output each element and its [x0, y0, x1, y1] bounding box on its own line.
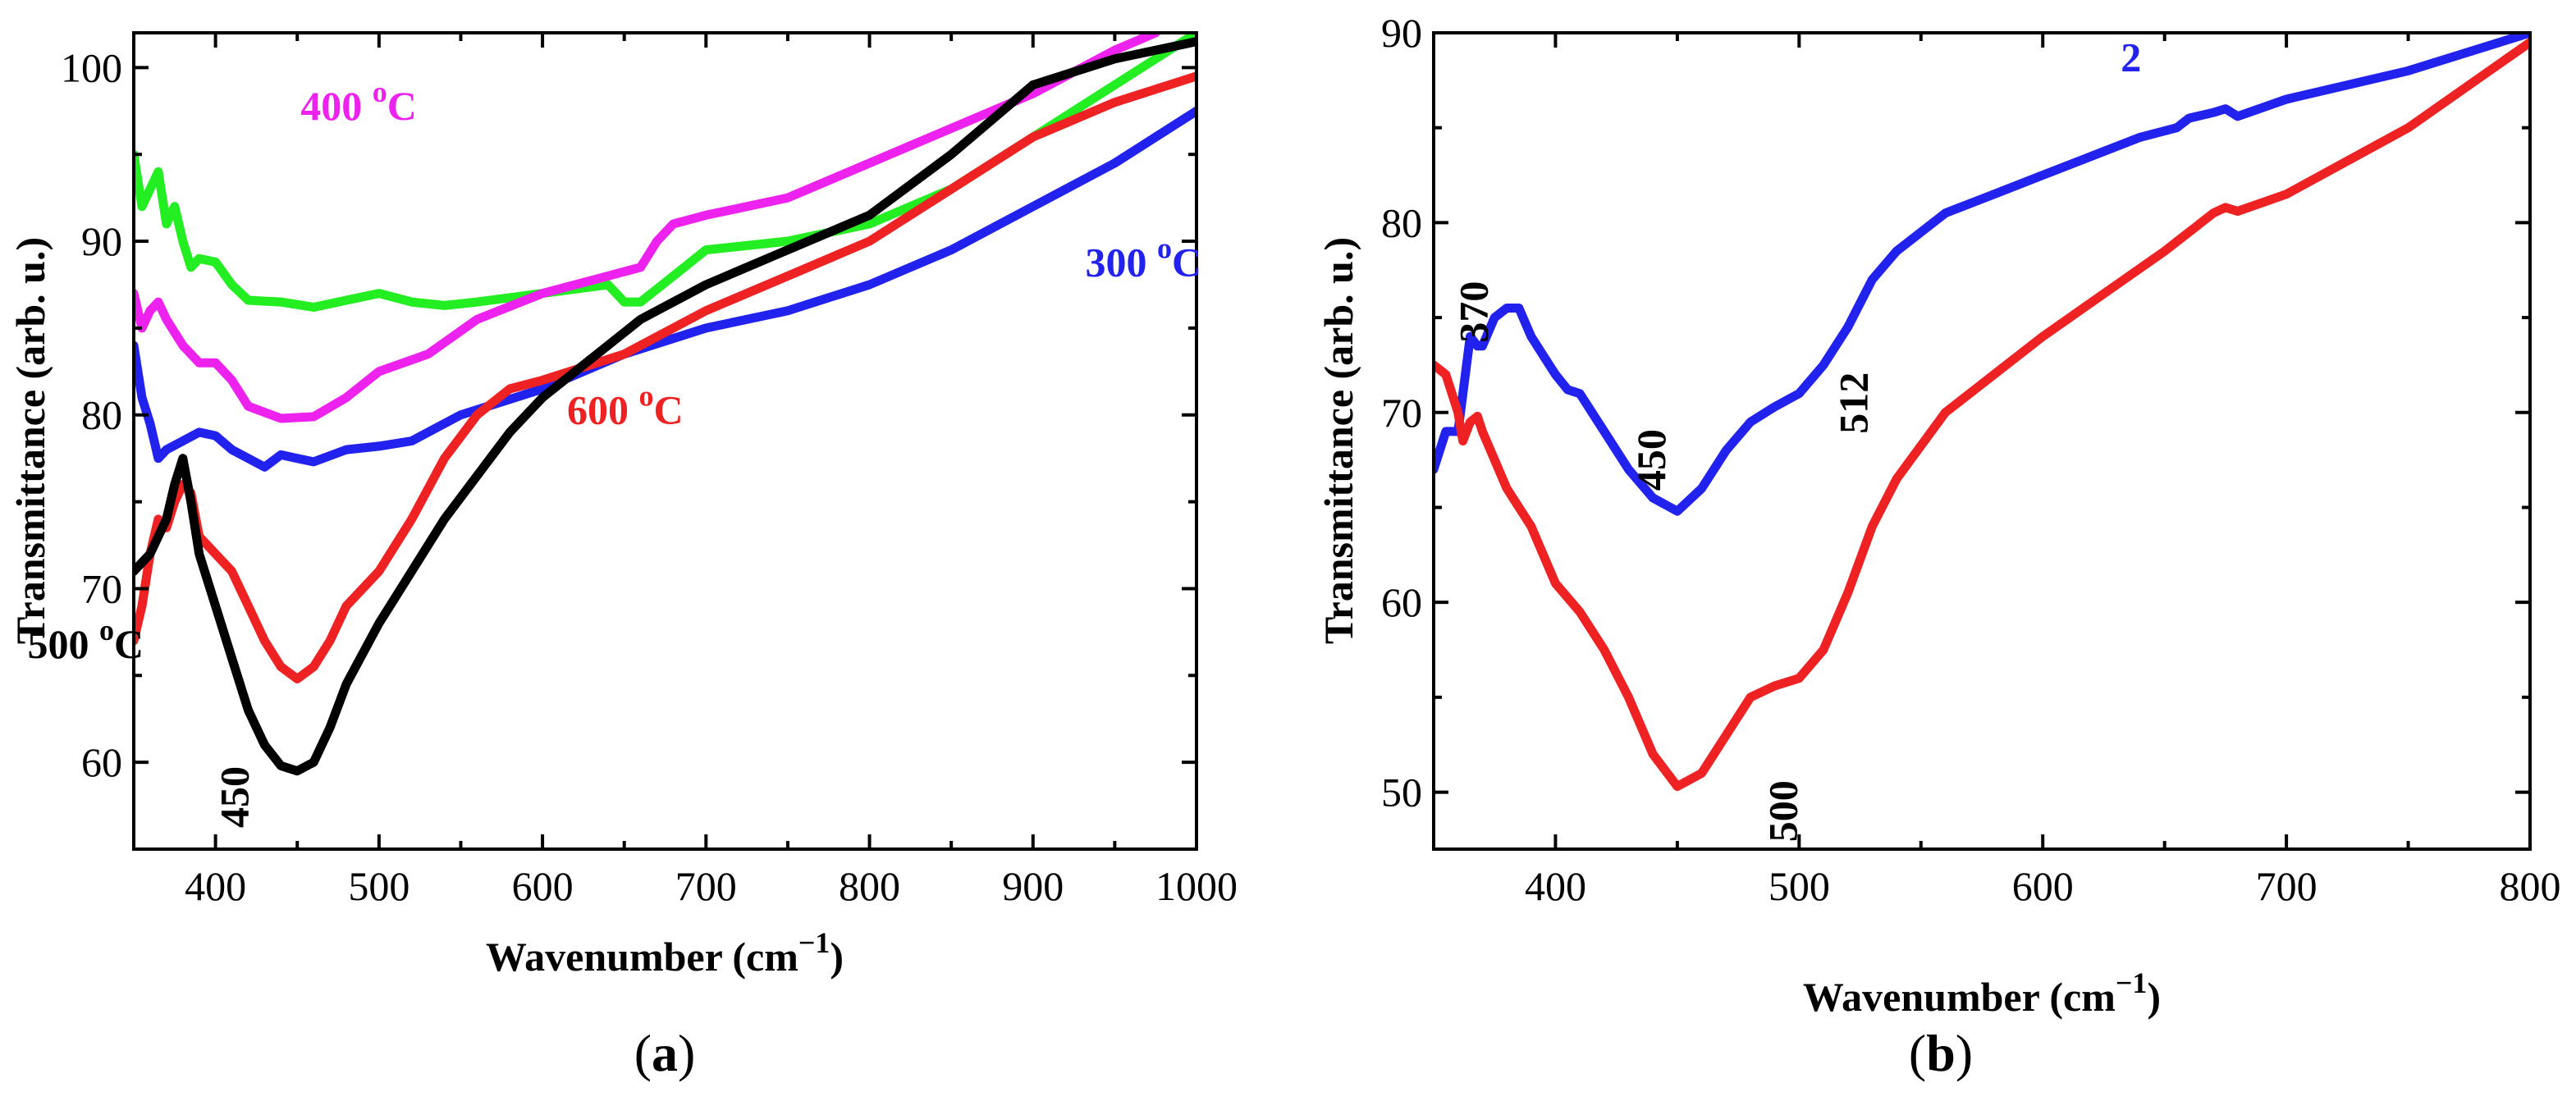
- panel-a-series-600-line: [134, 71, 1196, 683]
- panel-b-plot-frame: [1432, 31, 2532, 851]
- panel-b-label: (b): [1909, 1024, 1973, 1082]
- panel-a-y-tick-label: 100: [61, 44, 122, 90]
- panel-b-label-layer: 21370450512500: [1450, 34, 2141, 842]
- panel-a-series-600-label: 600 oC: [567, 379, 684, 432]
- panel-b-axes-layer: 400 500 600 700 800 50 60 70 80 90: [1381, 10, 2561, 909]
- panel-a-x-tick-label: 500: [348, 863, 410, 909]
- panel-a-y-tick-label: 60: [81, 739, 122, 785]
- panel-a-y-tick-label: 80: [81, 392, 122, 438]
- panel-a-series-300-line: [134, 106, 1196, 472]
- panel-b-annotation-512: 512: [1830, 372, 1876, 434]
- panel-b-annotation-450: 450: [1628, 429, 1674, 491]
- panel-a-x-tick-label: 400: [185, 863, 246, 909]
- panel-b-x-tick-label: 700: [2256, 863, 2317, 909]
- panel-b-x-tick-label: 500: [1768, 863, 1830, 909]
- panel-a-x-tick-label: 800: [839, 863, 900, 909]
- panel-b-x-tick-label: 400: [1525, 863, 1586, 909]
- panel-a-x-tick-label: 600: [512, 863, 574, 909]
- panel-a-y-tick-label: 70: [81, 565, 122, 611]
- panel-b-x-axis-title: Wavenumber (cm−1): [1803, 966, 2161, 1020]
- panel-b-y-tick-label: 60: [1381, 579, 1422, 625]
- panel-b-y-axis-title: Transmittance (arb. u.): [1315, 237, 1361, 644]
- panel-a-plot-frame: [132, 31, 1198, 851]
- panel-a-x-tick-label: 700: [675, 863, 737, 909]
- panel-a-x-tick-label: 900: [1002, 863, 1064, 909]
- panel-a-y-axis-title: Transmittance (arb. u.): [7, 237, 53, 644]
- panel-b-series-layer: [1434, 33, 2530, 792]
- panel-b-series-2-label: 2: [2121, 34, 2141, 80]
- panel-a-y-tick-label: 90: [81, 218, 122, 264]
- panel-a-annotation-450: 450: [211, 766, 257, 828]
- panel-b-x-tick-label: 800: [2500, 863, 2561, 909]
- panel-a-axes-layer: 400 500 600 700 800 900 1000 60 70 80 90 100: [61, 33, 1238, 909]
- panel-b-annotation-370: 370: [1450, 281, 1496, 343]
- panel-b-series-2-line: [1434, 33, 2530, 516]
- panel-b-y-tick-label: 70: [1381, 390, 1422, 436]
- panel-a-label: (a): [634, 1024, 696, 1082]
- panel-a-series-300-label: 300 oC: [1086, 231, 1202, 285]
- panel-a-series-layer: [134, 33, 1196, 776]
- panel-a-x-tick-label: 1000: [1155, 863, 1238, 909]
- panel-b-series-1-line: [1434, 38, 2530, 792]
- panel-b-x-tick-label: 600: [2012, 863, 2074, 909]
- panel-b-annotation-500: 500: [1759, 780, 1805, 842]
- panel-a-series-500-label: 500 oC: [28, 614, 144, 667]
- panel-a-series-400-line: [134, 33, 1160, 423]
- panel-a-series-150-line: [134, 33, 1196, 312]
- panel-a-x-axis-title: Wavenumber (cm−1): [486, 926, 844, 980]
- panel-a-series-400-label: 400 oC: [300, 75, 417, 129]
- panel-a-series-500-line: [134, 37, 1196, 776]
- panel-b-y-tick-label: 50: [1381, 770, 1422, 815]
- panel-b-y-tick-label: 90: [1381, 10, 1422, 56]
- panel-b-y-tick-label: 80: [1381, 199, 1422, 245]
